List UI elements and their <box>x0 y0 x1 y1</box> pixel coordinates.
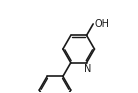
Text: N: N <box>84 64 91 74</box>
Text: OH: OH <box>94 19 109 29</box>
